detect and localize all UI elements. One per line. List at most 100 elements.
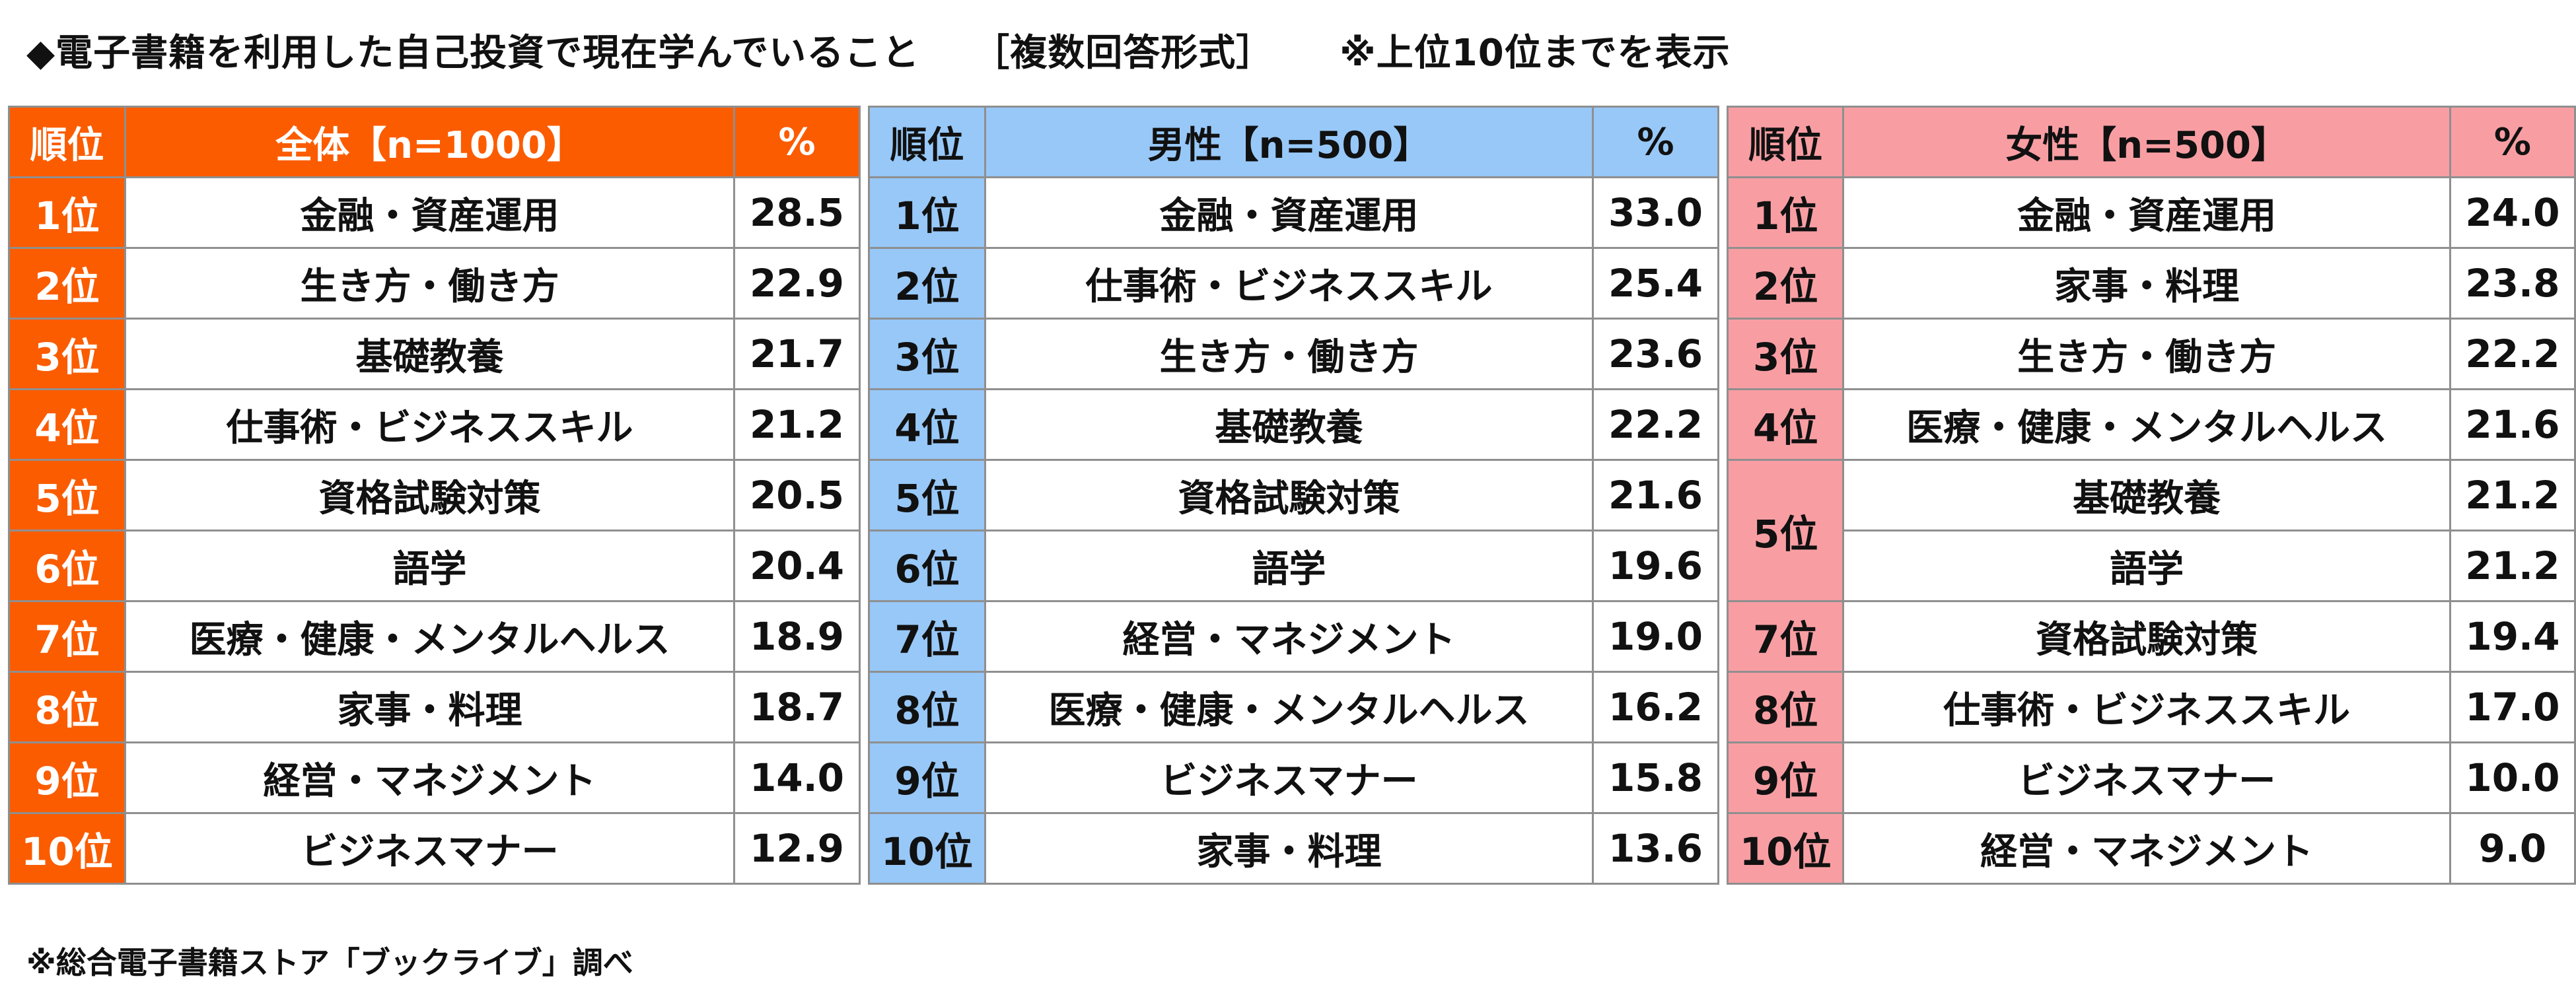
table-row: 7位 経営・マネジメント 19.0 <box>868 600 1719 673</box>
table-row: 語学 21.2 <box>1728 530 2576 602</box>
value-cell: 21.7 <box>733 318 861 390</box>
item-cell: 基礎教養 <box>1842 459 2451 531</box>
rank-cell: 9位 <box>1726 741 1845 814</box>
header-rank: 順位 <box>868 106 986 178</box>
header-group: 女性【n=500】 <box>1842 106 2451 178</box>
table-row: 2位 仕事術・ビジネススキル 25.4 <box>868 247 1719 320</box>
rank-cell: 10位 <box>8 812 126 885</box>
ranking-table-female: 順位 女性【n=500】 % 1位 金融・資産運用 24.0 2位 家事・料理 23.8 3… <box>1726 106 2576 885</box>
header-rank: 順位 <box>8 106 126 178</box>
value-cell: 16.2 <box>1592 671 1719 743</box>
table-row: 8位 医療・健康・メンタルヘルス 16.2 <box>868 671 1719 743</box>
table-row: 5位 基礎教養 21.2 <box>1726 459 2576 602</box>
header-percent: % <box>1592 106 1719 178</box>
table-row: 3位 基礎教養 21.7 <box>8 318 861 390</box>
header-rank: 順位 <box>1726 106 1845 178</box>
value-cell: 12.9 <box>733 812 861 885</box>
table-row: 9位 経営・マネジメント 14.0 <box>8 741 861 814</box>
item-cell: 医療・健康・メンタルヘルス <box>984 671 1594 743</box>
item-cell: 家事・料理 <box>1842 247 2451 320</box>
table-row: 5位 資格試験対策 21.6 <box>868 459 1719 531</box>
value-cell: 21.2 <box>733 388 861 461</box>
rank-cell: 3位 <box>1726 318 1845 390</box>
value-cell: 9.0 <box>2449 812 2576 885</box>
rank-cell: 3位 <box>868 318 986 390</box>
value-cell: 22.2 <box>2449 318 2576 390</box>
value-cell: 18.7 <box>733 671 861 743</box>
item-cell: 経営・マネジメント <box>1842 812 2451 885</box>
item-cell: ビジネスマナー <box>1842 741 2451 814</box>
title-format: ［複数回答形式］ <box>972 31 1274 75</box>
item-cell: 資格試験対策 <box>1842 600 2451 673</box>
item-cell: 金融・資産運用 <box>1842 176 2451 249</box>
table-row: 7位 資格試験対策 19.4 <box>1726 600 2576 673</box>
table-row: 10位 ビジネスマナー 12.9 <box>8 812 861 885</box>
table-row: 6位 語学 20.4 <box>8 530 861 602</box>
rank-cell: 9位 <box>8 741 126 814</box>
rank-cell: 10位 <box>868 812 986 885</box>
table-row: 9位 ビジネスマナー 10.0 <box>1726 741 2576 814</box>
item-cell: ビジネスマナー <box>124 812 735 885</box>
table-row: 3位 生き方・働き方 23.6 <box>868 318 1719 390</box>
rank-cell: 1位 <box>868 176 986 249</box>
table-row: 7位 医療・健康・メンタルヘルス 18.9 <box>8 600 861 673</box>
item-cell: 医療・健康・メンタルヘルス <box>124 600 735 673</box>
value-cell: 25.4 <box>1592 247 1719 320</box>
item-cell: 生き方・働き方 <box>984 318 1594 390</box>
value-cell: 23.8 <box>2449 247 2576 320</box>
item-cell: 仕事術・ビジネススキル <box>124 388 735 461</box>
title-main: ◆電子書籍を利用した自己投資で現在学んでいること <box>26 31 920 75</box>
value-cell: 21.2 <box>2449 459 2576 531</box>
value-cell: 10.0 <box>2449 741 2576 814</box>
value-cell: 17.0 <box>2449 671 2576 743</box>
table-row: 2位 生き方・働き方 22.9 <box>8 247 861 320</box>
rank-cell: 4位 <box>868 388 986 461</box>
value-cell: 18.9 <box>733 600 861 673</box>
rank-cell: 10位 <box>1726 812 1845 885</box>
rank-cell: 9位 <box>868 741 986 814</box>
table-row: 4位 仕事術・ビジネススキル 21.2 <box>8 388 861 461</box>
table-row: 4位 医療・健康・メンタルヘルス 21.6 <box>1726 388 2576 461</box>
value-cell: 20.5 <box>733 459 861 531</box>
rank-cell: 4位 <box>1726 388 1845 461</box>
table-row: 8位 仕事術・ビジネススキル 17.0 <box>1726 671 2576 743</box>
value-cell: 19.0 <box>1592 600 1719 673</box>
item-cell: 家事・料理 <box>124 671 735 743</box>
header-group: 男性【n=500】 <box>984 106 1594 178</box>
rank-cell: 1位 <box>8 176 126 249</box>
rank-cell: 5位 <box>8 459 126 531</box>
table-row: 3位 生き方・働き方 22.2 <box>1726 318 2576 390</box>
rank-cell: 7位 <box>8 600 126 673</box>
rank-cell: 1位 <box>1726 176 1845 249</box>
value-cell: 14.0 <box>733 741 861 814</box>
item-cell: 金融・資産運用 <box>984 176 1594 249</box>
table-row: 9位 ビジネスマナー 15.8 <box>868 741 1719 814</box>
item-cell: 語学 <box>984 530 1594 602</box>
value-cell: 20.4 <box>733 530 861 602</box>
item-cell: 医療・健康・メンタルヘルス <box>1842 388 2451 461</box>
rank-cell: 6位 <box>868 530 986 602</box>
chart-title: ◆電子書籍を利用した自己投資で現在学んでいること ［複数回答形式］ ※上位10位… <box>26 20 1731 79</box>
rank-cell: 8位 <box>1726 671 1845 743</box>
rank-cell: 5位 <box>868 459 986 531</box>
rank-cell: 6位 <box>8 530 126 602</box>
rank-cell: 7位 <box>868 600 986 673</box>
item-cell: ビジネスマナー <box>984 741 1594 814</box>
rank-cell: 2位 <box>868 247 986 320</box>
rank-cell: 4位 <box>8 388 126 461</box>
item-cell: 仕事術・ビジネススキル <box>984 247 1594 320</box>
value-cell: 23.6 <box>1592 318 1719 390</box>
table-row: 10位 家事・料理 13.6 <box>868 812 1719 885</box>
rank-cell: 8位 <box>868 671 986 743</box>
table-row: 4位 基礎教養 22.2 <box>868 388 1719 461</box>
item-cell: 基礎教養 <box>984 388 1594 461</box>
rank-cell: 3位 <box>8 318 126 390</box>
ranking-table-male: 順位 男性【n=500】 % 1位 金融・資産運用 33.0 2位 仕事術・ビジネススキ… <box>868 106 1719 885</box>
item-cell: 資格試験対策 <box>984 459 1594 531</box>
table-row: 1位 金融・資産運用 24.0 <box>1726 176 2576 249</box>
value-cell: 22.2 <box>1592 388 1719 461</box>
item-cell: 経営・マネジメント <box>124 741 735 814</box>
table-row: 8位 家事・料理 18.7 <box>8 671 861 743</box>
table-row: 10位 経営・マネジメント 9.0 <box>1726 812 2576 885</box>
title-note: ※上位10位までを表示 <box>1340 31 1731 75</box>
